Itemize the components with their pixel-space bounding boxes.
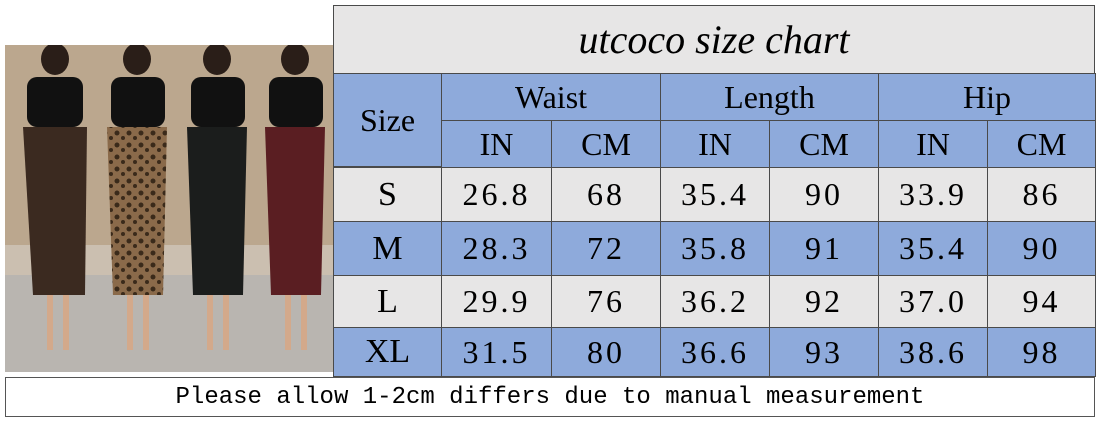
measurement: 91 (769, 221, 879, 276)
group-header: Waist (441, 73, 661, 121)
measurement: 76 (551, 275, 661, 328)
measurement: 33.9 (878, 167, 988, 222)
measurement: 31.5 (441, 327, 552, 377)
measurement: 68 (551, 167, 661, 222)
size-header: Size (333, 73, 442, 167)
size-label: M (333, 221, 442, 276)
measurement: 35.4 (660, 167, 770, 222)
measurement: 90 (769, 167, 879, 222)
footer-note: Please allow 1-2cm differs due to manual… (5, 377, 1095, 417)
product-photo (5, 45, 333, 372)
unit-header: IN (441, 120, 552, 168)
group-header: Hip (878, 73, 1096, 121)
size-label: L (333, 275, 442, 328)
measurement: 37.0 (878, 275, 988, 328)
measurement: 80 (551, 327, 661, 377)
measurement: 29.9 (441, 275, 552, 328)
group-header: Length (660, 73, 879, 121)
measurement: 26.8 (441, 167, 552, 222)
measurement: 93 (769, 327, 879, 377)
unit-header: CM (769, 120, 879, 168)
unit-header: CM (551, 120, 661, 168)
unit-header: IN (660, 120, 770, 168)
measurement: 38.6 (878, 327, 988, 377)
measurement: 35.4 (878, 221, 988, 276)
measurement: 90 (987, 221, 1096, 276)
measurement: 35.8 (660, 221, 770, 276)
measurement: 36.2 (660, 275, 770, 328)
unit-header: IN (878, 120, 988, 168)
measurement: 28.3 (441, 221, 552, 276)
measurement: 36.6 (660, 327, 770, 377)
measurement: 86 (987, 167, 1096, 222)
size-label: S (333, 167, 442, 222)
measurement: 94 (987, 275, 1096, 328)
table-title: utcoco size chart (333, 5, 1095, 74)
unit-header: CM (987, 120, 1096, 168)
measurement: 92 (769, 275, 879, 328)
measurement: 98 (987, 327, 1096, 377)
size-label: XL (333, 327, 442, 377)
measurement: 72 (551, 221, 661, 276)
